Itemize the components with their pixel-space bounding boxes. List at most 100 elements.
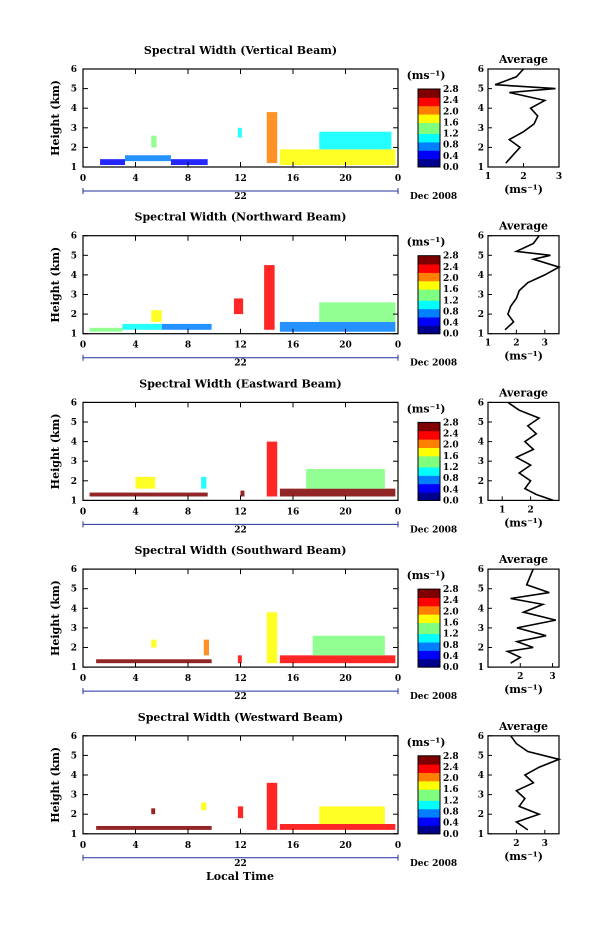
colorbar-tick-label: 1.2 xyxy=(443,463,459,473)
colorbar-swatch xyxy=(418,433,440,437)
colorbar-swatch xyxy=(418,597,440,601)
day-label: 22 xyxy=(234,525,247,535)
colorbar-tick-label: 0.8 xyxy=(443,808,459,818)
colorbar-frame xyxy=(417,588,441,668)
average-x-tick-label: 2 xyxy=(527,505,533,515)
colorbar-swatch xyxy=(418,430,440,435)
heatmap-cell xyxy=(89,327,123,332)
colorbar-swatch xyxy=(418,441,440,446)
colorbar-swatch xyxy=(418,766,440,771)
colorbar-tick-label: 2.8 xyxy=(443,418,459,428)
day-label: 22 xyxy=(234,192,247,202)
colorbar-swatch xyxy=(418,647,440,651)
colorbar-swatch xyxy=(418,153,440,157)
y-tick-label: 3 xyxy=(71,124,77,134)
y-tick-label: 6 xyxy=(71,65,77,75)
x-tick-label: 0 xyxy=(80,674,86,684)
x-tick-label: 0 xyxy=(80,507,86,517)
colorbar-swatch xyxy=(418,161,440,165)
colorbar-swatch xyxy=(418,322,440,326)
x-tick-label: 8 xyxy=(185,341,191,351)
average-y-tick-label: 6 xyxy=(478,565,484,575)
colorbar-swatch xyxy=(418,325,440,329)
colorbar-tick-label: 0.4 xyxy=(443,819,459,829)
colorbar-swatch xyxy=(418,466,440,471)
colorbar-swatch xyxy=(418,755,440,760)
x-tick-label: 8 xyxy=(185,507,191,517)
heatmap-cell xyxy=(266,112,278,164)
colorbar-swatch xyxy=(418,269,440,273)
y-tick-label: 2 xyxy=(71,310,77,320)
date-label: Dec 2008 xyxy=(410,525,457,535)
colorbar-swatch xyxy=(418,794,440,799)
average-y-tick-label: 2 xyxy=(478,644,484,654)
heatmap-cell xyxy=(319,302,396,322)
colorbar-tick-label: 1.2 xyxy=(443,796,459,806)
x-tick-label: 12 xyxy=(234,674,247,684)
average-y-tick-label: 3 xyxy=(478,624,484,634)
colorbar-tick-label: 2.8 xyxy=(443,252,459,262)
average-x-tick-label: 1 xyxy=(485,339,491,349)
colorbar-swatch xyxy=(418,102,440,107)
x-tick-label: 4 xyxy=(132,174,138,184)
colorbar-swatch xyxy=(418,800,440,804)
average-y-tick-label: 5 xyxy=(478,585,484,595)
colorbar-frame xyxy=(417,88,441,168)
colorbar-swatch xyxy=(418,814,440,818)
heatmap-cell xyxy=(201,802,207,811)
colorbar-unit: (ms⁻¹) xyxy=(407,236,446,249)
colorbar-tick-label: 1.2 xyxy=(443,130,459,140)
y-tick-label: 5 xyxy=(71,751,77,761)
average-x-tick-label: 1 xyxy=(499,505,505,515)
colorbar-swatch xyxy=(418,289,440,293)
colorbar-swatch xyxy=(418,819,440,824)
panel-title: Spectral Width (Vertical Beam) xyxy=(144,44,337,57)
y-tick-label: 3 xyxy=(71,457,77,467)
heatmap-cell xyxy=(279,149,396,166)
x-tick-label: 4 xyxy=(132,674,138,684)
colorbar-swatch xyxy=(418,622,440,626)
heatmap-cell xyxy=(122,323,162,330)
heatmap-cell xyxy=(279,488,396,497)
colorbar-swatch xyxy=(418,89,440,93)
colorbar-swatch xyxy=(418,486,440,490)
average-y-tick-label: 6 xyxy=(478,65,484,75)
average-y-tick-label: 5 xyxy=(478,418,484,428)
colorbar-swatch xyxy=(418,808,440,813)
colorbar-swatch xyxy=(418,122,440,126)
colorbar-swatch xyxy=(418,661,440,665)
heatmap-cell xyxy=(135,476,156,489)
y-axis-label: Height (km) xyxy=(49,247,62,323)
colorbar-tick-label: 0.8 xyxy=(443,307,459,317)
y-tick-label: 2 xyxy=(71,477,77,487)
colorbar-tick-label: 0.8 xyxy=(443,141,459,151)
heatmap-cell xyxy=(125,155,171,162)
heatmap-cell xyxy=(96,825,212,830)
average-y-tick-label: 2 xyxy=(478,310,484,320)
average-y-tick-label: 6 xyxy=(478,398,484,408)
colorbar-swatch xyxy=(418,94,440,98)
colorbar-swatch xyxy=(418,114,440,118)
x-tick-label: 12 xyxy=(234,507,247,517)
heatmap-cell xyxy=(279,824,396,830)
average-x-tick-label: 1 xyxy=(485,172,491,182)
average-y-tick-label: 1 xyxy=(478,663,484,673)
colorbar-tick-label: 2.0 xyxy=(443,107,459,117)
x-tick-label: 16 xyxy=(287,674,300,684)
average-x-tick-label: 2 xyxy=(517,672,523,682)
heatmap-cell xyxy=(266,782,278,830)
average-profile-line xyxy=(507,401,554,502)
colorbar-unit: (ms⁻¹) xyxy=(407,69,446,82)
heatmap-cell xyxy=(237,655,242,664)
colorbar-tick-label: 1.6 xyxy=(443,785,459,795)
colorbar-swatch xyxy=(418,130,440,135)
colorbar-swatch xyxy=(418,305,440,310)
y-tick-label: 6 xyxy=(71,232,77,242)
colorbar-swatch xyxy=(418,589,440,593)
heatmap-cell xyxy=(89,492,208,497)
colorbar-swatch xyxy=(418,272,440,276)
x-tick-label: 8 xyxy=(185,674,191,684)
colorbar-swatch xyxy=(418,128,440,132)
x-tick-label: 0 xyxy=(80,174,86,184)
